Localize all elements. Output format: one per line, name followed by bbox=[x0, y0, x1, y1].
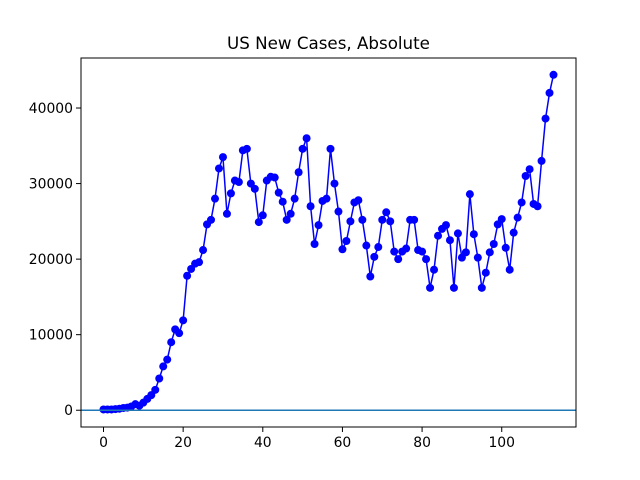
data-point bbox=[374, 243, 383, 252]
data-point bbox=[199, 246, 208, 255]
data-point bbox=[477, 283, 486, 292]
data-point bbox=[183, 271, 192, 280]
data-point bbox=[294, 168, 303, 177]
data-point bbox=[286, 209, 295, 218]
data-point bbox=[362, 241, 371, 250]
data-point bbox=[306, 202, 315, 211]
data-point bbox=[155, 374, 164, 383]
data-point bbox=[298, 144, 307, 153]
data-point bbox=[179, 316, 188, 325]
data-point bbox=[485, 248, 494, 257]
data-point bbox=[481, 268, 490, 277]
y-tick-label: 20000 bbox=[29, 252, 73, 268]
data-point bbox=[195, 258, 204, 267]
data-point bbox=[501, 243, 510, 252]
data-point bbox=[469, 230, 478, 239]
x-tick-label: 20 bbox=[174, 435, 192, 451]
data-point bbox=[525, 165, 534, 174]
data-point bbox=[254, 218, 263, 227]
data-point bbox=[302, 134, 311, 143]
data-point bbox=[461, 248, 470, 257]
data-point bbox=[394, 255, 403, 264]
data-point bbox=[370, 252, 379, 261]
data-point bbox=[278, 197, 287, 206]
data-point bbox=[207, 215, 216, 224]
data-point bbox=[282, 215, 291, 224]
data-point bbox=[541, 114, 550, 123]
data-point bbox=[517, 198, 526, 207]
data-point bbox=[545, 88, 554, 97]
chart-title: US New Cases, Absolute bbox=[227, 33, 430, 53]
data-point bbox=[453, 229, 462, 238]
data-point bbox=[449, 283, 458, 292]
data-point bbox=[434, 231, 443, 240]
data-point bbox=[159, 362, 168, 371]
data-point bbox=[549, 70, 558, 79]
data-point bbox=[445, 236, 454, 245]
data-point bbox=[167, 338, 176, 347]
data-point bbox=[250, 184, 259, 193]
data-point bbox=[234, 178, 243, 187]
data-point bbox=[290, 194, 299, 203]
data-point bbox=[521, 172, 530, 181]
data-point bbox=[426, 283, 435, 292]
data-point bbox=[338, 245, 347, 254]
data-point bbox=[218, 153, 227, 162]
y-tick-label: 0 bbox=[64, 403, 73, 419]
data-point bbox=[422, 255, 431, 264]
data-point bbox=[222, 209, 231, 218]
data-point bbox=[342, 236, 351, 245]
data-point bbox=[430, 265, 439, 274]
data-point bbox=[366, 272, 375, 281]
data-point bbox=[330, 179, 339, 188]
data-point bbox=[465, 190, 474, 199]
data-point bbox=[314, 221, 323, 230]
data-point bbox=[537, 156, 546, 165]
data-point bbox=[326, 144, 335, 153]
data-point bbox=[473, 253, 482, 262]
data-point bbox=[270, 173, 279, 182]
y-tick-label: 10000 bbox=[29, 328, 73, 344]
axes-frame bbox=[80, 57, 577, 428]
data-point bbox=[175, 329, 184, 338]
data-point bbox=[242, 144, 251, 153]
data-point bbox=[378, 215, 387, 224]
x-tick-label: 80 bbox=[413, 435, 431, 451]
data-point bbox=[418, 247, 427, 256]
data-point bbox=[386, 217, 395, 226]
data-point bbox=[505, 265, 514, 274]
data-point bbox=[354, 196, 363, 205]
data-point bbox=[497, 215, 506, 224]
data-point bbox=[489, 240, 498, 249]
data-point bbox=[163, 355, 172, 364]
data-point bbox=[513, 213, 522, 222]
data-point bbox=[533, 202, 542, 211]
data-point bbox=[226, 189, 235, 198]
data-point bbox=[151, 385, 160, 394]
y-tick-label: 30000 bbox=[29, 177, 73, 193]
data-point bbox=[258, 211, 267, 220]
data-point bbox=[410, 215, 419, 224]
data-point bbox=[334, 207, 343, 216]
data-point bbox=[441, 221, 450, 230]
data-point bbox=[346, 217, 355, 226]
data-point bbox=[214, 164, 223, 173]
x-tick-label: 0 bbox=[99, 435, 108, 451]
data-point bbox=[509, 228, 518, 237]
x-tick-label: 40 bbox=[254, 435, 272, 451]
data-point bbox=[390, 247, 399, 256]
data-point bbox=[274, 188, 283, 197]
data-point bbox=[211, 194, 220, 203]
x-tick-label: 100 bbox=[488, 435, 515, 451]
data-point bbox=[358, 215, 367, 224]
y-tick-label: 40000 bbox=[29, 101, 73, 117]
data-point bbox=[402, 244, 411, 253]
data-point bbox=[322, 194, 331, 203]
x-tick-label: 60 bbox=[334, 435, 352, 451]
data-point bbox=[382, 208, 391, 217]
data-point bbox=[310, 240, 319, 249]
